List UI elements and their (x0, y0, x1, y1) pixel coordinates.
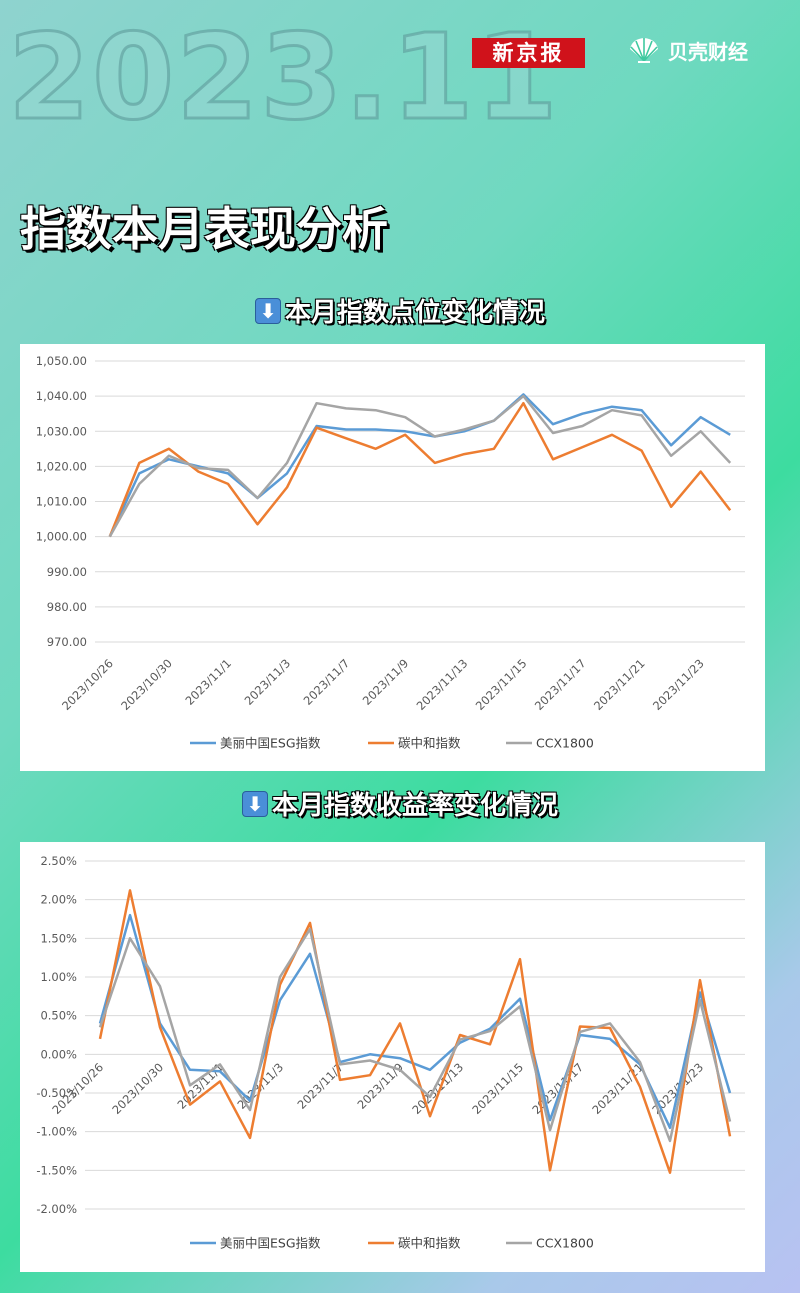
y-tick-label: 0.50% (40, 1009, 77, 1023)
shell-icon (630, 38, 658, 63)
x-tick-label: 2023/11/13 (414, 656, 471, 713)
chart2-panel: -2.00% -1.50% -1.00% -0.50% 0.00% 0.50% 1.00% 1… (20, 842, 765, 1272)
x-tick-label: 2023/11/23 (650, 656, 707, 713)
y-tick-label: -1.00% (36, 1125, 77, 1139)
x-tick-label: 2023/11/15 (469, 1060, 526, 1117)
beike-logo-text: 贝壳财经 (668, 39, 748, 64)
y-tick-label: 1,030.00 (36, 424, 87, 438)
legend-label: 美丽中国ESG指数 (220, 1236, 321, 1251)
legend-label: CCX1800 (536, 1236, 594, 1251)
legend-label: 碳中和指数 (398, 1236, 461, 1251)
series-line-1 (98, 913, 732, 1130)
legend-label: CCX1800 (536, 736, 594, 751)
series-line-3 (108, 394, 732, 538)
y-tick-label: 980.00 (47, 600, 87, 614)
x-tick-label: 2023/11/21 (589, 1060, 646, 1117)
x-tick-label: 2023/10/30 (118, 656, 175, 713)
x-tick-label: 2023/10/30 (109, 1060, 166, 1117)
x-tick-label: 2023/11/9 (360, 656, 412, 708)
y-tick-label: 1,020.00 (36, 459, 87, 473)
x-tick-label: 2023/11/13 (409, 1060, 466, 1117)
series-line-2 (98, 889, 732, 1174)
chart1-svg: 970.00 980.00 990.00 1,000.00 1,010.00 1,020.… (36, 354, 745, 751)
year-watermark: 2023.11 (6, 8, 560, 146)
chart1-heading: ⬇ 本月指数点位变化情况 (0, 292, 800, 329)
page-title: 指数本月表现分析 (20, 202, 388, 256)
y-tick-label: 1.50% (40, 931, 77, 945)
x-tick-label: 2023/11/1 (182, 656, 234, 708)
x-tick-label: 2023/10/26 (59, 656, 116, 713)
x-tick-label: 2023/11/3 (242, 656, 294, 708)
chart1-panel: 970.00 980.00 990.00 1,000.00 1,010.00 1,020.… (20, 344, 765, 771)
series-line-2 (108, 401, 732, 538)
chart2-svg: -2.00% -1.50% -1.00% -0.50% 0.00% 0.50% 1.00% 1… (36, 854, 745, 1251)
y-tick-label: 1.00% (40, 970, 77, 984)
chart2-heading: ⬇ 本月指数收益率变化情况 (0, 785, 800, 822)
legend-label: 美丽中国ESG指数 (220, 736, 321, 751)
y-tick-label: 0.00% (40, 1047, 77, 1061)
chart2-heading-text: 本月指数收益率变化情况 (271, 791, 558, 821)
x-tick-label: 2023/11/17 (532, 656, 589, 713)
x-tick-label: 2023/11/7 (301, 656, 353, 708)
y-tick-label: 2.50% (40, 854, 77, 868)
y-tick-label: 2.00% (40, 893, 77, 907)
y-tick-label: 970.00 (47, 635, 87, 649)
bjnews-logo: 新京报 (472, 38, 585, 68)
y-tick-label: 1,040.00 (36, 389, 87, 403)
x-tick-label: 2023/11/9 (355, 1060, 407, 1112)
x-tick-label: 2023/11/15 (473, 656, 530, 713)
down-arrow-icon: ⬇ (241, 790, 268, 817)
y-tick-label: 990.00 (47, 565, 87, 579)
down-arrow-icon: ⬇ (254, 297, 281, 324)
y-tick-label: 1,010.00 (36, 495, 87, 509)
y-tick-label: 1,000.00 (36, 530, 87, 544)
y-tick-label: -0.50% (36, 1086, 77, 1100)
y-tick-label: 1,050.00 (36, 354, 87, 368)
x-tick-label: 2023/11/21 (591, 656, 648, 713)
beike-logo: 贝壳财经 (626, 34, 748, 66)
chart1-heading-text: 本月指数点位变化情况 (284, 298, 545, 328)
legend-label: 碳中和指数 (398, 736, 461, 751)
y-tick-label: -1.50% (36, 1163, 77, 1177)
y-tick-label: -2.00% (36, 1202, 77, 1216)
series-line-3 (98, 927, 732, 1143)
